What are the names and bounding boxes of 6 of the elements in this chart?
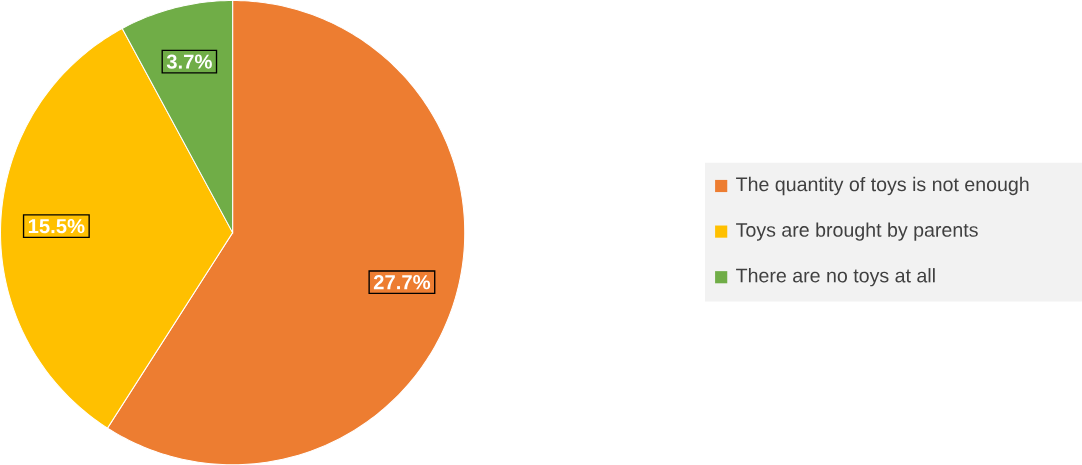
data-label: 15.5% [28, 218, 85, 234]
data-label: 27.7% [373, 274, 431, 290]
legend-label: There are no toys at all [736, 267, 935, 287]
data-label: 3.7% [166, 54, 212, 69]
legend-label: Toys are brought by parents [736, 222, 978, 241]
legend-label: The quantity of toys is not enough [736, 176, 1029, 196]
